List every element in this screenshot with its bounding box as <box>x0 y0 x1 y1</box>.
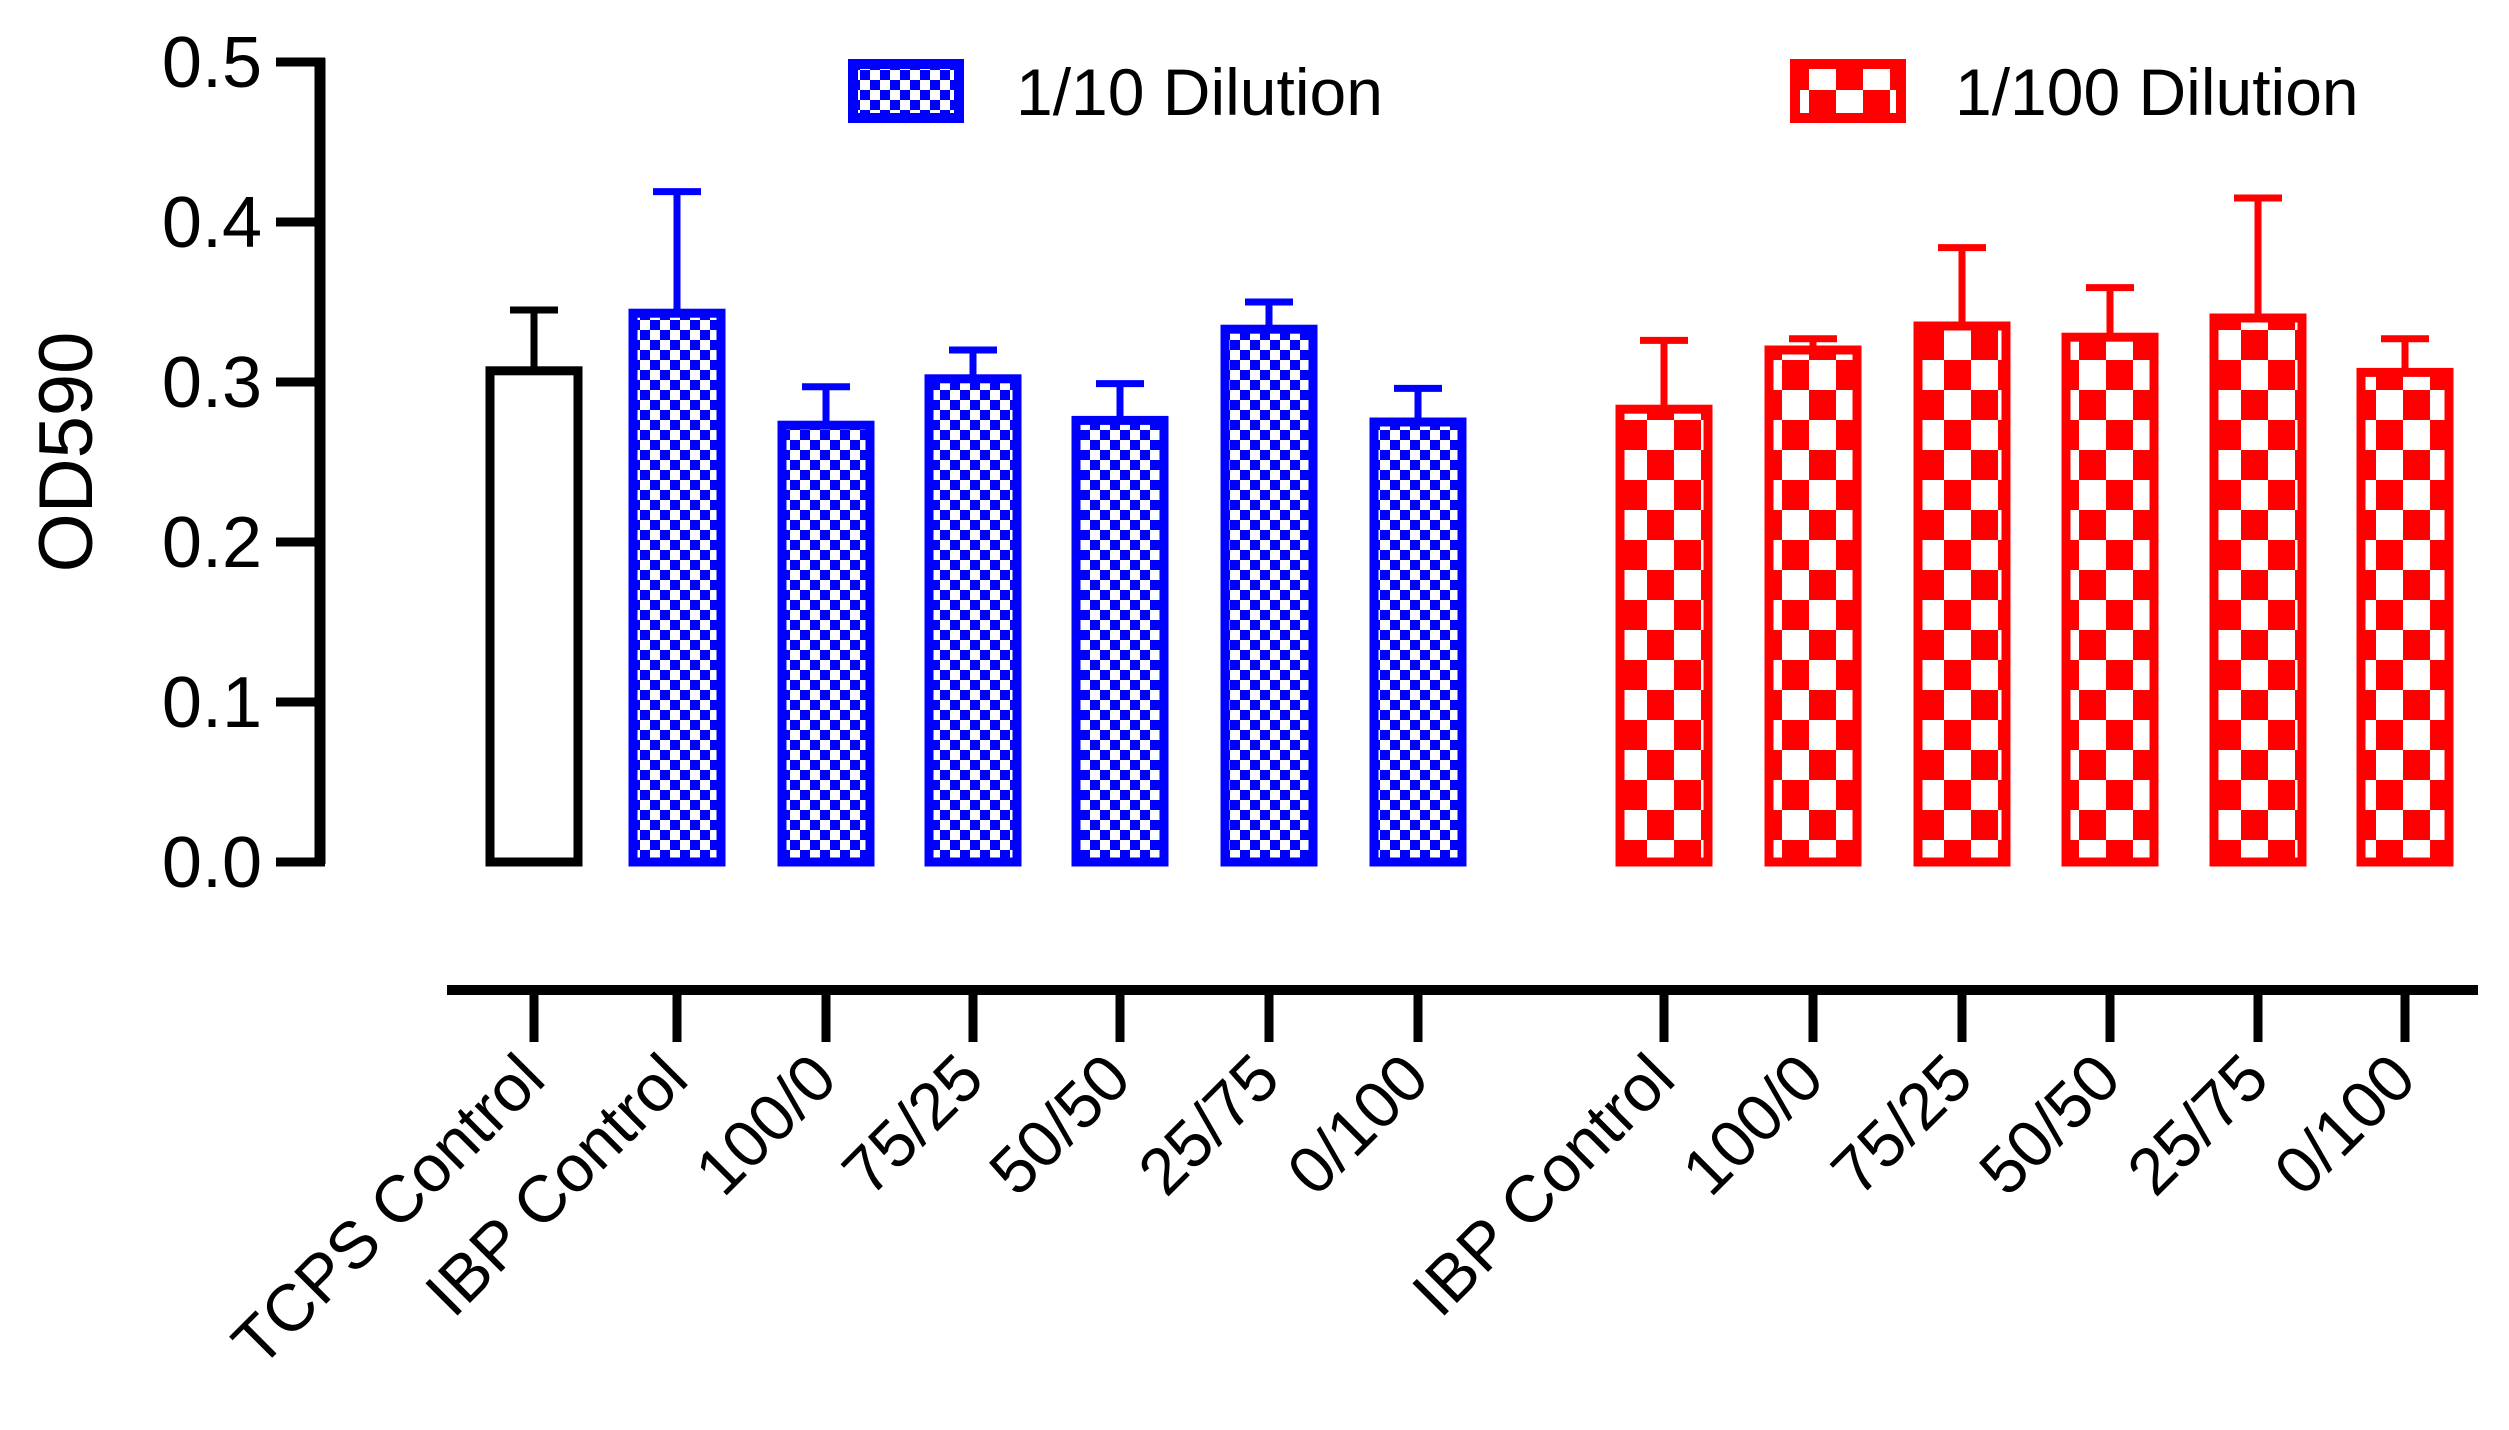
category-label-8: 100/0 <box>1668 1040 1837 1209</box>
legend: 1/10 Dilution 1/100 Dilution <box>848 55 2359 129</box>
y-tick-label-4: 0.4 <box>162 183 262 263</box>
bar-1-4 <box>1071 415 1169 867</box>
legend-label-2: 1/100 Dilution <box>1955 55 2359 129</box>
legend-swatch-2 <box>1790 59 1906 123</box>
bar-2-12 <box>2356 367 2454 867</box>
x-axis-ticks <box>529 990 2410 1042</box>
y-axis-ticks: 0.0 0.1 0.2 0.3 0.4 0.5 <box>162 23 325 903</box>
bar-2-9 <box>1913 321 2011 867</box>
y-tick-label-3: 0.3 <box>162 343 262 423</box>
category-label-7: IBP Control <box>1398 1040 1688 1330</box>
bar-1-6 <box>1369 417 1467 867</box>
y-tick-label-1: 0.1 <box>162 663 262 743</box>
category-label-3: 75/25 <box>828 1040 997 1209</box>
category-label-11: 25/75 <box>2113 1040 2282 1209</box>
category-label-2: 100/0 <box>681 1040 850 1209</box>
legend-label-1: 1/10 Dilution <box>1016 55 1383 129</box>
category-label-10: 50/50 <box>1965 1040 2134 1209</box>
bar-2-7 <box>1615 404 1713 867</box>
y-tick-label-5: 0.5 <box>162 23 262 103</box>
y-tick-label-0: 0.0 <box>162 823 262 903</box>
bar-2-11 <box>2209 313 2307 867</box>
category-label-6: 0/100 <box>1273 1040 1442 1209</box>
bar-1-1 <box>628 308 726 867</box>
bar-1-3 <box>924 374 1022 867</box>
category-label-5: 25/75 <box>1124 1040 1293 1209</box>
bar-1-5 <box>1220 324 1318 867</box>
bar-2-10 <box>2061 332 2159 867</box>
bar-2-8 <box>1764 345 1862 867</box>
bar-0-0 <box>485 366 583 867</box>
category-label-4: 50/50 <box>975 1040 1144 1209</box>
category-label-9: 75/25 <box>1817 1040 1986 1209</box>
y-axis-title: OD590 <box>24 332 109 573</box>
bar-1-2 <box>777 420 875 867</box>
category-label-12: 0/100 <box>2260 1040 2429 1209</box>
bars <box>485 188 2454 867</box>
legend-swatch-1 <box>848 59 964 123</box>
y-tick-label-2: 0.2 <box>162 503 262 583</box>
